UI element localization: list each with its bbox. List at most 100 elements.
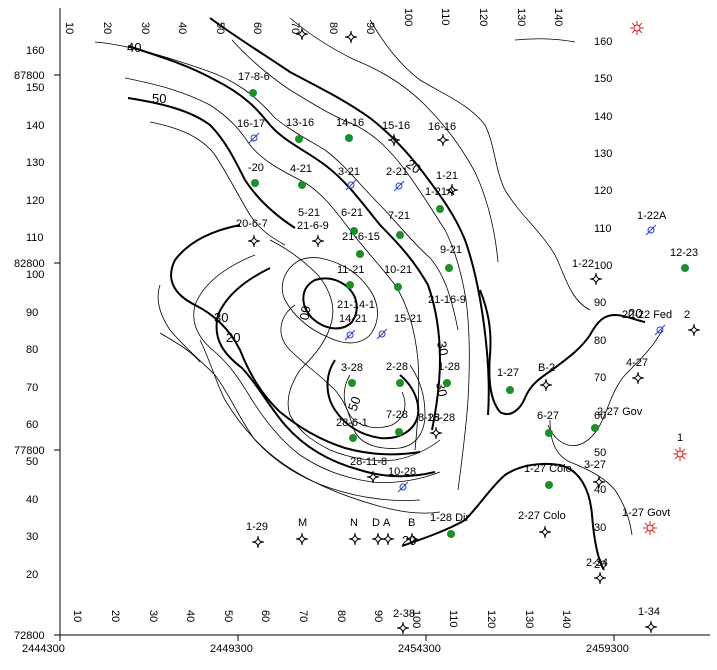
bottom-scale-label: 140 [560, 610, 572, 628]
gas-well-icon [630, 21, 644, 35]
y-tick-label: 87800 [14, 70, 45, 82]
well-label: 16-28 [427, 412, 455, 424]
bottom-scale-label: 10 [71, 610, 83, 622]
producer-well-icon [394, 283, 402, 291]
right-scale: 160 150 140 130 120 110 100 90 80 70 60 … [594, 36, 612, 571]
producer-well-icon [436, 205, 444, 213]
well-dry-hole: 2 [684, 309, 701, 337]
well-dry-hole: 28-11-8 [350, 456, 387, 484]
dry-hole-icon [344, 30, 358, 44]
well-label: 7-28 [386, 409, 408, 421]
left-scale-label: 60 [26, 419, 38, 431]
top-scale: 10 20 30 40 50 60 70 80 90 100 110 120 1… [63, 8, 564, 34]
well-label: 8-28 [418, 412, 440, 424]
well-label: -20 [248, 162, 264, 174]
injector-arrow [345, 179, 357, 191]
left-scale-label: 40 [26, 494, 38, 506]
well-injector: 1-22A [637, 210, 667, 236]
well-label: 2-27 Colo [518, 510, 566, 522]
contour-line [269, 239, 441, 461]
well-label: 5-21 [298, 207, 320, 219]
contour-line [549, 419, 633, 536]
well-label: 4-21 [290, 163, 312, 175]
well-injector: 10-28 [388, 466, 416, 493]
injector-arrow [645, 224, 657, 236]
contour-line [479, 289, 646, 416]
producer-well-icon [346, 281, 354, 289]
x-tick-label: 2459300 [586, 643, 629, 655]
top-scale-label: 10 [63, 22, 75, 34]
well-producer: 17-8-6 [238, 71, 270, 97]
contour-label: 30 [214, 310, 228, 325]
producer-well-icon [295, 135, 303, 143]
well-label: 6-21 [341, 207, 363, 219]
dry-hole-icon [387, 133, 401, 147]
bottom-scale-label: 80 [335, 610, 347, 622]
left-scale-label: 50 [26, 456, 38, 468]
injector-arrow [654, 324, 666, 336]
left-scale-label: 120 [26, 195, 44, 207]
injector-arrow [248, 132, 260, 144]
well-dry-hole: B [405, 517, 419, 546]
well-gas: 1-27 Govt [622, 507, 670, 535]
gas-well-icon [676, 450, 684, 458]
dry-hole-icon [593, 571, 607, 585]
x-tick-label: 2454300 [398, 643, 441, 655]
well-label: 1-27 Colo [524, 463, 572, 475]
dry-hole-icon [538, 525, 552, 539]
contour-line [369, 19, 591, 311]
injector-well-icon [656, 326, 664, 334]
dry-hole-icon [644, 620, 658, 634]
top-scale-label: 80 [327, 22, 339, 34]
well-label: 4-27 [626, 357, 648, 369]
well-label: 12-23 [670, 247, 698, 259]
well-producer: 10-21 [384, 264, 412, 291]
right-scale-label: 130 [594, 148, 612, 160]
contour-label: 20 [628, 306, 642, 321]
bottom-scale-label: 100 [410, 610, 422, 628]
well-injector: 2-21 [386, 166, 408, 192]
well-injector: 20-22 Fed [622, 309, 672, 336]
bottom-scale-label: 130 [523, 610, 535, 628]
well-dry-hole: 8-28 [418, 412, 443, 440]
contour-line [280, 304, 426, 449]
well-label: 2-21 [386, 166, 408, 178]
well-dry-hole: 20-6-7 [236, 218, 268, 248]
injector-well-icon [395, 182, 403, 190]
producer-well-icon [348, 379, 356, 387]
contour-line [231, 39, 470, 491]
well-injector: 16-17 [237, 118, 265, 144]
dry-hole-icon [311, 234, 325, 248]
bottom-scale-label: 30 [147, 610, 159, 622]
well-label: 15-21 [394, 313, 422, 325]
right-scale-label: 140 [594, 111, 612, 123]
top-scale-label: 60 [251, 22, 263, 34]
left-scale-label: 160 [26, 45, 44, 57]
contour-line [127, 45, 441, 431]
well-injector: 14-21 [339, 313, 367, 341]
producer-well-icon [447, 530, 455, 538]
contour-line [124, 77, 420, 451]
left-scale-label: 150 [26, 82, 44, 94]
dry-hole-icon [539, 378, 553, 392]
well-label: 16-17 [237, 118, 265, 130]
well-label: 6-27 [537, 410, 559, 422]
right-scale-label: 40 [594, 484, 606, 496]
dry-hole-icon [295, 532, 309, 546]
well-label: 1-29 [246, 521, 268, 533]
well-label: 1-21 [436, 170, 458, 182]
well-none: 16-28 [427, 412, 455, 424]
left-scale-label: 30 [26, 531, 38, 543]
injector-arrow [344, 329, 356, 341]
top-scale-label: 30 [139, 22, 151, 34]
top-scale-label: 120 [477, 8, 489, 26]
well-producer: 7-28 [386, 409, 408, 436]
well-markers: 17-8-6 16-17 13-16 14-16 15-16 16-16 -20 4-21 3-… [236, 21, 701, 635]
y-tick-label: 77800 [14, 445, 45, 457]
well-label: 20-6-7 [236, 218, 268, 230]
bottom-scale-label: 70 [297, 610, 309, 622]
left-scale-label: 20 [26, 569, 38, 581]
well-label: 21-6-15 [342, 231, 380, 243]
right-scale-label: 110 [594, 223, 612, 235]
producer-well-icon [249, 89, 257, 97]
